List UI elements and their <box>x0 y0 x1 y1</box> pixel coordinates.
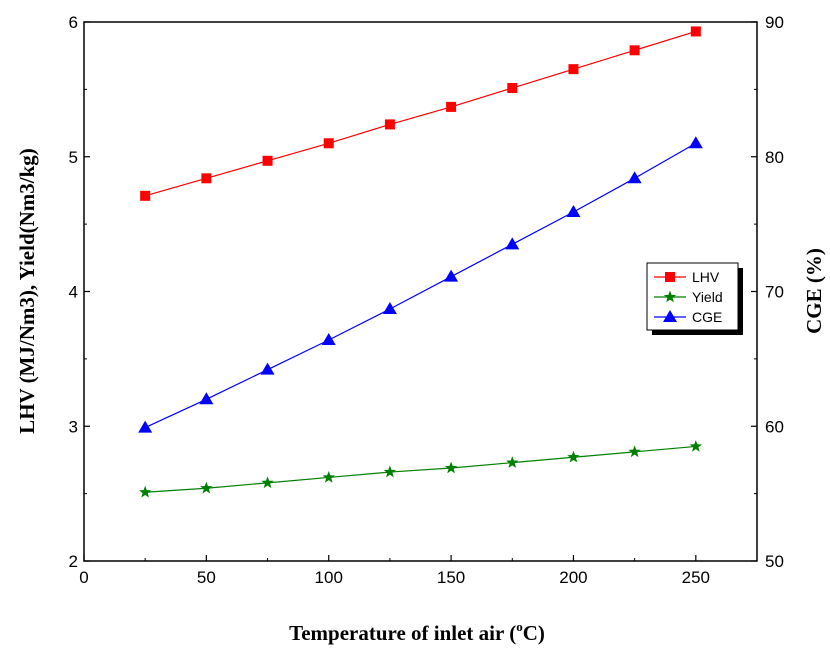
data-point-lhv <box>568 64 579 75</box>
series-cge <box>138 136 703 433</box>
legend-label-cge: CGE <box>692 309 722 325</box>
y-right-tick-label: 90 <box>765 13 784 32</box>
ticks-layer: 0 50 100 150 200 250 2 3 4 5 6 50 60 70 80 90 <box>69 13 784 587</box>
data-point-yield <box>689 439 702 452</box>
y-right-tick-label: 80 <box>765 148 784 167</box>
x-axis-title-tail: C) <box>523 621 545 645</box>
x-tick-label: 150 <box>437 568 465 587</box>
y-left-tick-label: 2 <box>69 552 78 571</box>
data-point-yield <box>383 465 397 478</box>
data-point-yield <box>322 470 335 483</box>
data-point-cge <box>199 392 214 405</box>
data-point-cge <box>138 420 153 433</box>
data-point-lhv <box>446 101 457 112</box>
data-point-lhv <box>629 45 640 56</box>
data-point-yield <box>261 476 274 489</box>
x-tick-label: 250 <box>682 568 710 587</box>
series-cge-line <box>144 142 697 429</box>
data-point-yield <box>200 481 213 494</box>
x-axis-title-main: Temperature of inlet air ( <box>289 621 516 645</box>
legend: LHV Yield CGE <box>646 262 743 335</box>
y-right-tick-label: 70 <box>765 283 784 302</box>
series-layer <box>138 26 703 498</box>
data-point-cge <box>627 171 642 184</box>
legend-marker-lhv <box>665 272 675 282</box>
data-point-cge <box>688 136 703 149</box>
data-point-cge <box>321 333 336 346</box>
data-point-yield <box>444 461 458 474</box>
x-tick-label: 200 <box>559 568 587 587</box>
x-tick-label: 50 <box>197 568 216 587</box>
data-point-yield <box>506 456 519 468</box>
data-point-lhv <box>140 190 151 201</box>
data-point-lhv <box>690 26 701 37</box>
data-point-lhv <box>262 155 273 166</box>
legend-marker-yield <box>663 290 677 303</box>
y-left-tick-label: 4 <box>69 283 78 302</box>
y-left-tick-label: 5 <box>69 148 78 167</box>
x-axis-title-sup: o <box>516 619 523 634</box>
data-point-yield <box>628 445 641 458</box>
data-point-lhv <box>201 173 212 184</box>
y-axis-left-title: LHV (MJ/Nm3), Yield(Nm3/kg) <box>15 148 39 434</box>
legend-label-yield: Yield <box>692 289 723 305</box>
data-point-cge <box>382 302 397 315</box>
y-left-tick-label: 3 <box>69 417 78 436</box>
y-right-tick-label: 50 <box>765 552 784 571</box>
data-point-lhv <box>323 138 334 149</box>
series-yield <box>139 439 702 498</box>
series-lhv <box>140 26 701 201</box>
data-point-lhv <box>384 119 395 130</box>
data-point-cge <box>444 269 459 282</box>
x-tick-label: 100 <box>315 568 343 587</box>
y-right-tick-label: 60 <box>765 417 784 436</box>
data-point-cge <box>260 362 275 375</box>
legend-marker-cge <box>663 310 677 322</box>
data-point-yield <box>567 450 580 463</box>
x-tick-label: 0 <box>79 568 88 587</box>
data-point-lhv <box>507 83 518 94</box>
data-point-cge <box>566 204 581 217</box>
y-axis-right-title: CGE (%) <box>802 248 826 334</box>
legend-label-lhv: LHV <box>692 269 720 285</box>
data-point-cge <box>505 237 520 250</box>
x-axis-title: Temperature of inlet air (oC) <box>289 619 545 645</box>
series-yield-line <box>145 445 696 493</box>
data-point-yield <box>139 485 152 498</box>
series-lhv-line <box>145 30 696 197</box>
y-left-tick-label: 6 <box>69 13 78 32</box>
